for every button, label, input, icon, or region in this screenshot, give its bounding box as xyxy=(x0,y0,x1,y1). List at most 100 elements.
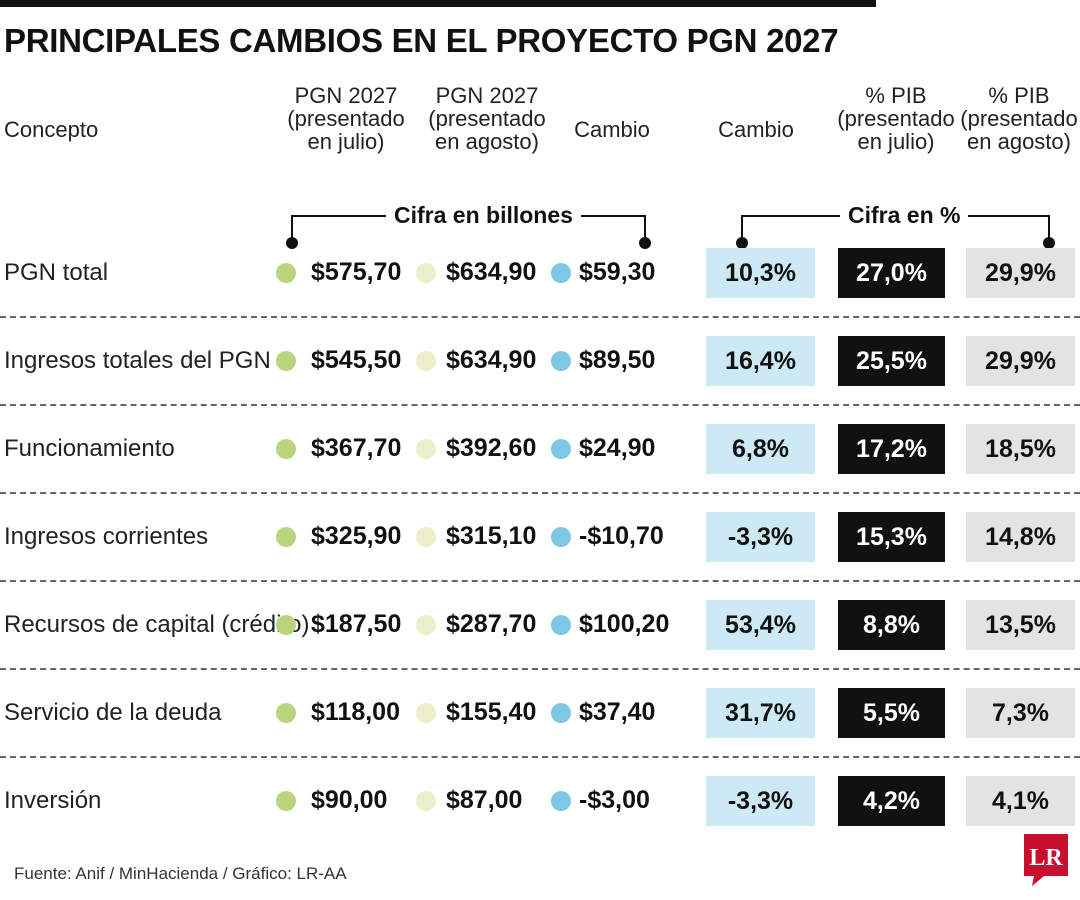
agosto-dot xyxy=(416,527,436,547)
pib-agosto-box: 18,5% xyxy=(966,424,1075,474)
cambio-value: -$10,70 xyxy=(579,522,664,550)
header-cambio-pct: Cambio xyxy=(676,118,836,141)
julio-dot xyxy=(276,615,296,635)
agosto-dot xyxy=(416,703,436,723)
pib-agosto-box: 13,5% xyxy=(966,600,1075,650)
cambio-dot xyxy=(551,615,571,635)
header-agosto: PGN 2027 (presentado en agosto) xyxy=(407,84,567,153)
header-julio-line: PGN 2027 xyxy=(294,83,398,108)
cambio-pct-box: 6,8% xyxy=(706,424,815,474)
header-pib-agosto-line: (presentado xyxy=(960,106,1078,132)
agosto-value: $392,60 xyxy=(446,434,537,462)
header-julio-line: (presentado xyxy=(287,106,405,132)
cambio-pct-box: 16,4% xyxy=(706,336,815,386)
row-separator xyxy=(0,316,1080,318)
row-label: Recursos de capital (crédito) xyxy=(4,611,310,638)
bracket-porcentaje-left-dot xyxy=(736,237,748,249)
cambio-dot xyxy=(551,263,571,283)
header-julio: PGN 2027 (presentado en julio) xyxy=(266,84,426,153)
agosto-value: $287,70 xyxy=(446,610,537,638)
source-note: Fuente: Anif / MinHacienda / Gráfico: LR… xyxy=(14,864,347,883)
pib-agosto-box: 7,3% xyxy=(966,688,1075,738)
row-label: Inversión xyxy=(4,787,102,814)
header-pib-agosto: % PIB (presentado en agosto) xyxy=(939,84,1080,153)
row-separator xyxy=(0,492,1080,494)
pib-julio-box: 17,2% xyxy=(838,424,945,474)
cambio-value: $24,90 xyxy=(579,434,656,462)
julio-dot xyxy=(276,263,296,283)
agosto-dot xyxy=(416,351,436,371)
header-cambio-pct-line: Cambio xyxy=(718,117,794,142)
row-label: PGN total xyxy=(4,259,109,286)
julio-dot xyxy=(276,703,296,723)
row-separator xyxy=(0,668,1080,670)
group-label-porcentaje: Cifra en % xyxy=(840,202,969,229)
header-pib-agosto-line: % PIB xyxy=(988,83,1050,108)
row-separator xyxy=(0,580,1080,582)
julio-value: $187,50 xyxy=(311,610,402,638)
cambio-pct-box: -3,3% xyxy=(706,512,815,562)
julio-dot xyxy=(276,439,296,459)
top-rule xyxy=(0,0,876,7)
header-pib-agosto-line: en agosto) xyxy=(967,129,1071,155)
group-label-billones: Cifra en billones xyxy=(386,202,581,229)
cambio-value: $59,30 xyxy=(579,258,656,286)
agosto-value: $155,40 xyxy=(446,698,537,726)
agosto-dot xyxy=(416,791,436,811)
cambio-dot xyxy=(551,527,571,547)
pib-agosto-box: 4,1% xyxy=(966,776,1075,826)
bracket-billones-right-leg xyxy=(644,215,646,243)
header-concepto: Concepto xyxy=(4,117,99,142)
bracket-billones-left-leg xyxy=(291,215,293,243)
cambio-pct-box: 10,3% xyxy=(706,248,815,298)
julio-value: $575,70 xyxy=(311,258,402,286)
cambio-dot xyxy=(551,439,571,459)
pib-julio-box: 8,8% xyxy=(838,600,945,650)
pib-agosto-box: 14,8% xyxy=(966,512,1075,562)
header-agosto-line: PGN 2027 xyxy=(435,83,539,108)
julio-dot xyxy=(276,527,296,547)
pib-julio-box: 25,5% xyxy=(838,336,945,386)
cambio-value: $89,50 xyxy=(579,346,656,374)
julio-value: $367,70 xyxy=(311,434,402,462)
row-label: Ingresos totales del PGN xyxy=(4,347,271,374)
cambio-dot xyxy=(551,351,571,371)
header-agosto-line: (presentado xyxy=(428,106,546,132)
bracket-billones-left-dot xyxy=(286,237,298,249)
header-cambio: Cambio xyxy=(532,118,692,141)
bracket-porcentaje-right-dot xyxy=(1043,237,1055,249)
row-label: Servicio de la deuda xyxy=(4,699,222,726)
pib-agosto-box: 29,9% xyxy=(966,248,1075,298)
header-pib-julio-line: % PIB xyxy=(865,83,927,108)
agosto-value: $634,90 xyxy=(446,346,537,374)
bracket-porcentaje-left-leg xyxy=(741,215,743,243)
lr-logo: LR xyxy=(1024,834,1068,886)
cambio-value: $100,20 xyxy=(579,610,670,638)
row-label: Funcionamiento xyxy=(4,435,175,462)
header-cambio-line: Cambio xyxy=(574,117,650,142)
header-pib-julio: % PIB (presentado en julio) xyxy=(816,84,976,153)
pib-julio-box: 15,3% xyxy=(838,512,945,562)
agosto-value: $87,00 xyxy=(446,786,523,814)
agosto-dot xyxy=(416,263,436,283)
agosto-value: $315,10 xyxy=(446,522,537,550)
pib-julio-box: 4,2% xyxy=(838,776,945,826)
lr-logo-text: LR xyxy=(1029,845,1063,871)
chart-title: PRINCIPALES CAMBIOS EN EL PROYECTO PGN 2… xyxy=(4,22,839,59)
bracket-porcentaje-right-leg xyxy=(1048,215,1050,243)
header-julio-line: en julio) xyxy=(307,129,385,155)
agosto-value: $634,90 xyxy=(446,258,537,286)
header-pib-julio-line: en julio) xyxy=(857,129,935,155)
agosto-dot xyxy=(416,439,436,459)
julio-dot xyxy=(276,351,296,371)
pib-julio-box: 5,5% xyxy=(838,688,945,738)
julio-value: $545,50 xyxy=(311,346,402,374)
header-agosto-line: en agosto) xyxy=(435,129,539,155)
bracket-billones-right-dot xyxy=(639,237,651,249)
julio-value: $90,00 xyxy=(311,786,388,814)
cambio-value: $37,40 xyxy=(579,698,656,726)
cambio-pct-box: -3,3% xyxy=(706,776,815,826)
agosto-dot xyxy=(416,615,436,635)
julio-value: $118,00 xyxy=(311,698,400,726)
header-pib-julio-line: (presentado xyxy=(837,106,955,132)
